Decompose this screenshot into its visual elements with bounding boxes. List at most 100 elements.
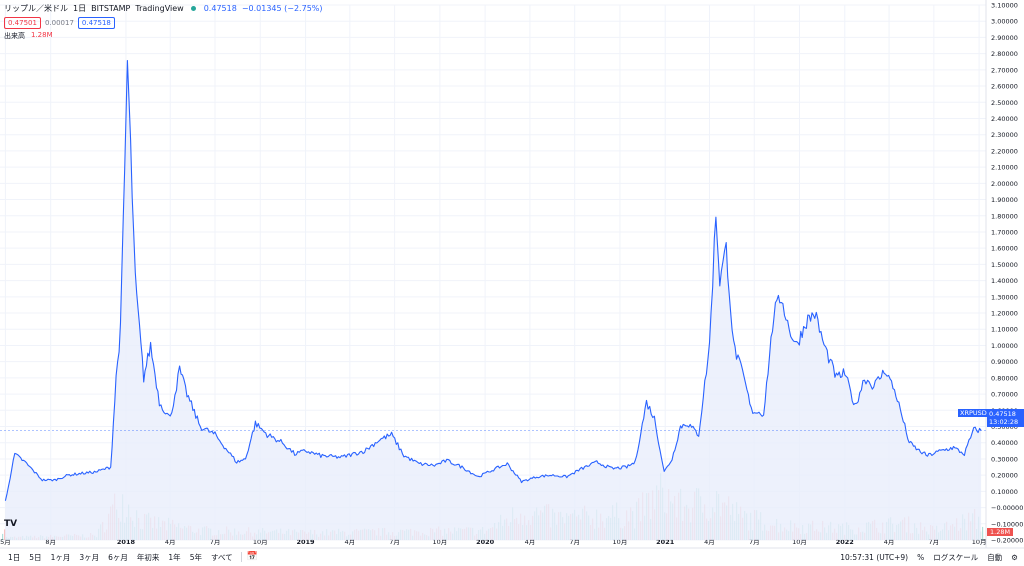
x-tick-label: 2018: [117, 538, 136, 546]
tradingview-logo-icon[interactable]: TV: [4, 519, 18, 529]
x-tick-label: 10月: [792, 538, 807, 546]
x-tick-label: 4月: [704, 538, 715, 546]
y-tick-label: 2.00000: [991, 180, 1018, 188]
x-tick-label: 7月: [749, 538, 760, 546]
y-tick-label: 2.90000: [991, 34, 1018, 42]
y-tick-label: 2.40000: [991, 115, 1018, 123]
timeframe-1y-button[interactable]: 1年: [168, 552, 181, 562]
interval-label[interactable]: 1日: [73, 4, 87, 13]
price-line: [4, 59, 982, 501]
y-tick-label: 0.90000: [991, 358, 1018, 366]
y-tick-label: 2.30000: [991, 131, 1018, 139]
x-tick-label: 4月: [345, 538, 356, 546]
timeframe-6m-button[interactable]: 6ヶ月: [108, 552, 128, 562]
y-tick-label: 1.30000: [991, 293, 1018, 301]
y-tick-label: 0.40000: [991, 439, 1018, 447]
x-tick-label: 10月: [253, 538, 268, 546]
exchange-label: BITSTAMP: [91, 4, 131, 13]
y-tick-label: 2.50000: [991, 99, 1018, 107]
x-tick-label: 4月: [165, 538, 176, 546]
percent-scale-button[interactable]: %: [917, 553, 925, 562]
y-tick-label: 0.70000: [991, 391, 1018, 399]
log-scale-button[interactable]: ログスケール: [933, 553, 979, 562]
symbol-price-tag: XRPUSD: [958, 409, 989, 417]
y-tick-label: 0.20000: [991, 472, 1018, 480]
volume-legend[interactable]: 出来高 1.28M: [4, 31, 53, 41]
calendar-range-icon[interactable]: 📅: [246, 552, 258, 562]
x-tick-label: 2022: [836, 538, 854, 546]
timeframe-5y-button[interactable]: 5年: [189, 552, 202, 562]
y-tick-label: 1.20000: [991, 310, 1018, 318]
volume-value: 1.28M: [31, 31, 53, 39]
volume-bar: [982, 526, 984, 540]
timeframe-all-button[interactable]: すべて: [210, 552, 233, 562]
last-price: 0.47518: [203, 4, 237, 13]
bottom-toolbar: 1日 5日 1ヶ月 3ヶ月 6ヶ月 年初来 1年 5年 すべて 📅 10:57:…: [0, 548, 1024, 566]
chart-header: リップル／米ドル 1日 BITSTAMP TradingView 0.47518…: [4, 3, 323, 14]
y-tick-label: 2.60000: [991, 83, 1018, 91]
x-tick-label: 10月: [972, 538, 987, 546]
y-tick-label: 0.30000: [991, 455, 1018, 463]
y-tick-label: 1.90000: [991, 196, 1018, 204]
volume-axis-label: 1.28M: [987, 528, 1014, 536]
source-label: TradingView: [135, 4, 184, 13]
volume-label: 出来高: [4, 32, 25, 40]
x-tick-label: 7月: [210, 538, 221, 546]
timeframe-1m-button[interactable]: 1ヶ月: [50, 552, 71, 562]
y-tick-label: 1.60000: [991, 245, 1018, 253]
volume-bar: [4, 529, 6, 540]
price-area-fill: [5, 60, 982, 540]
y-tick-label: 0.50000: [991, 423, 1018, 431]
x-tick-label: 2021: [656, 538, 675, 546]
timeframe-1d-button[interactable]: 1日: [8, 552, 21, 562]
current-price-value: 0.47518: [989, 410, 1016, 418]
gear-icon[interactable]: ⚙: [1011, 553, 1018, 562]
y-tick-label: 3.00000: [991, 18, 1018, 26]
x-tick-label: 7月: [929, 538, 940, 546]
y-tick-label: 1.00000: [991, 342, 1018, 350]
timeframe-3m-button[interactable]: 3ヶ月: [79, 552, 100, 562]
buy-price-button[interactable]: 0.47518: [77, 17, 115, 29]
quote-row: 0.47501 0.00017 0.47518: [4, 17, 115, 29]
x-tick-label: 4月: [525, 538, 536, 546]
y-tick-label: 1.10000: [991, 326, 1018, 334]
y-tick-label: −0.20000: [991, 537, 1023, 545]
y-tick-label: 2.10000: [991, 164, 1018, 172]
sell-price-button[interactable]: 0.47501: [4, 17, 41, 29]
y-tick-label: 1.70000: [991, 228, 1018, 236]
x-tick-label: 8月: [45, 538, 56, 546]
toolbar-divider: [240, 552, 242, 562]
symbol-name[interactable]: リップル／米ドル: [4, 4, 68, 13]
timeframe-5d-button[interactable]: 5日: [29, 552, 42, 562]
y-tick-label: 2.80000: [991, 50, 1018, 58]
y-tick-label: 1.40000: [991, 277, 1018, 285]
spread-value: 0.00017: [44, 19, 74, 27]
x-tick-label: 2019: [296, 538, 315, 546]
y-tick-label: 1.50000: [991, 261, 1018, 269]
y-tick-label: −0.00000: [991, 504, 1023, 512]
x-tick-label: 5月: [0, 538, 11, 546]
market-status-icon: [190, 6, 196, 11]
x-tick-label: 10月: [613, 538, 628, 546]
y-tick-label: 1.80000: [991, 212, 1018, 220]
clock-label[interactable]: 10:57:31 (UTC+9): [840, 553, 909, 562]
y-tick-label: −0.10000: [991, 520, 1023, 528]
x-tick-label: 10月: [432, 538, 447, 546]
y-tick-label: 2.20000: [991, 147, 1018, 155]
x-tick-label: 7月: [569, 538, 580, 546]
bar-countdown: 13:02:28: [989, 418, 1019, 426]
auto-scale-button[interactable]: 自動: [987, 553, 1003, 562]
y-tick-label: 0.10000: [991, 488, 1018, 496]
price-change: −0.01345 (−2.75%): [241, 4, 323, 13]
timeframe-ytd-button[interactable]: 年初来: [136, 552, 160, 562]
y-tick-label: 0.80000: [991, 374, 1018, 382]
y-tick-label: 3.10000: [991, 2, 1018, 10]
x-tick-label: 7月: [389, 538, 400, 546]
volume-bar: [2, 533, 4, 540]
right-tools: 10:57:31 (UTC+9) % ログスケール 自動 ⚙: [840, 552, 1018, 563]
x-tick-label: 2020: [476, 538, 495, 546]
x-tick-label: 4月: [884, 538, 895, 546]
current-price-label: 0.47518 13:02:28: [987, 409, 1024, 427]
timeframe-buttons: 1日 5日 1ヶ月 3ヶ月 6ヶ月 年初来 1年 5年 すべて: [8, 552, 233, 563]
